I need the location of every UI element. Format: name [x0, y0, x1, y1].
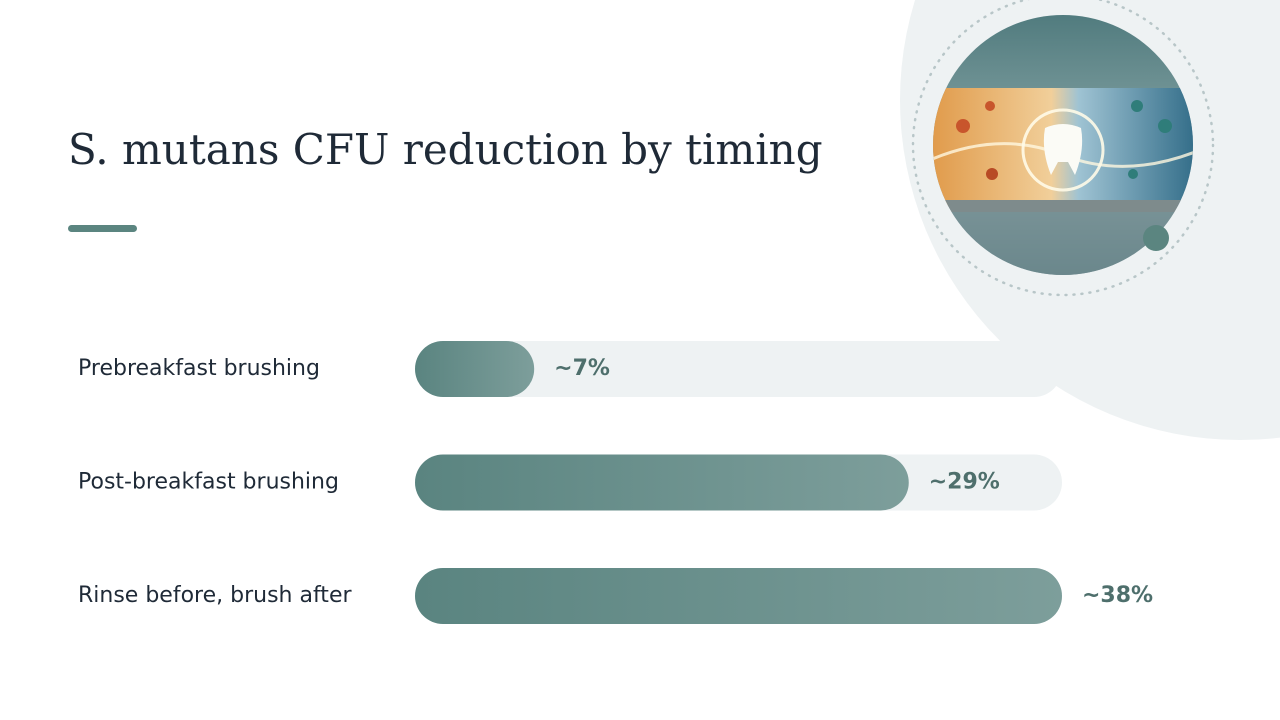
value-label: ~7% — [554, 356, 610, 381]
value-label: ~38% — [1082, 583, 1153, 608]
accent-dot — [1143, 225, 1169, 251]
bar — [415, 568, 1062, 624]
category-label: Prebreakfast brushing — [78, 356, 320, 381]
bar-track — [415, 341, 1062, 397]
bar — [415, 341, 535, 397]
bar — [415, 454, 909, 511]
chart-title: S. mutans CFU reduction by timing — [68, 125, 823, 174]
title-accent — [68, 225, 137, 232]
category-label: Rinse before, brush after — [78, 583, 352, 608]
value-label: ~29% — [929, 470, 1000, 495]
category-label: Post-breakfast brushing — [78, 470, 339, 495]
dotted-ring — [911, 0, 1215, 297]
